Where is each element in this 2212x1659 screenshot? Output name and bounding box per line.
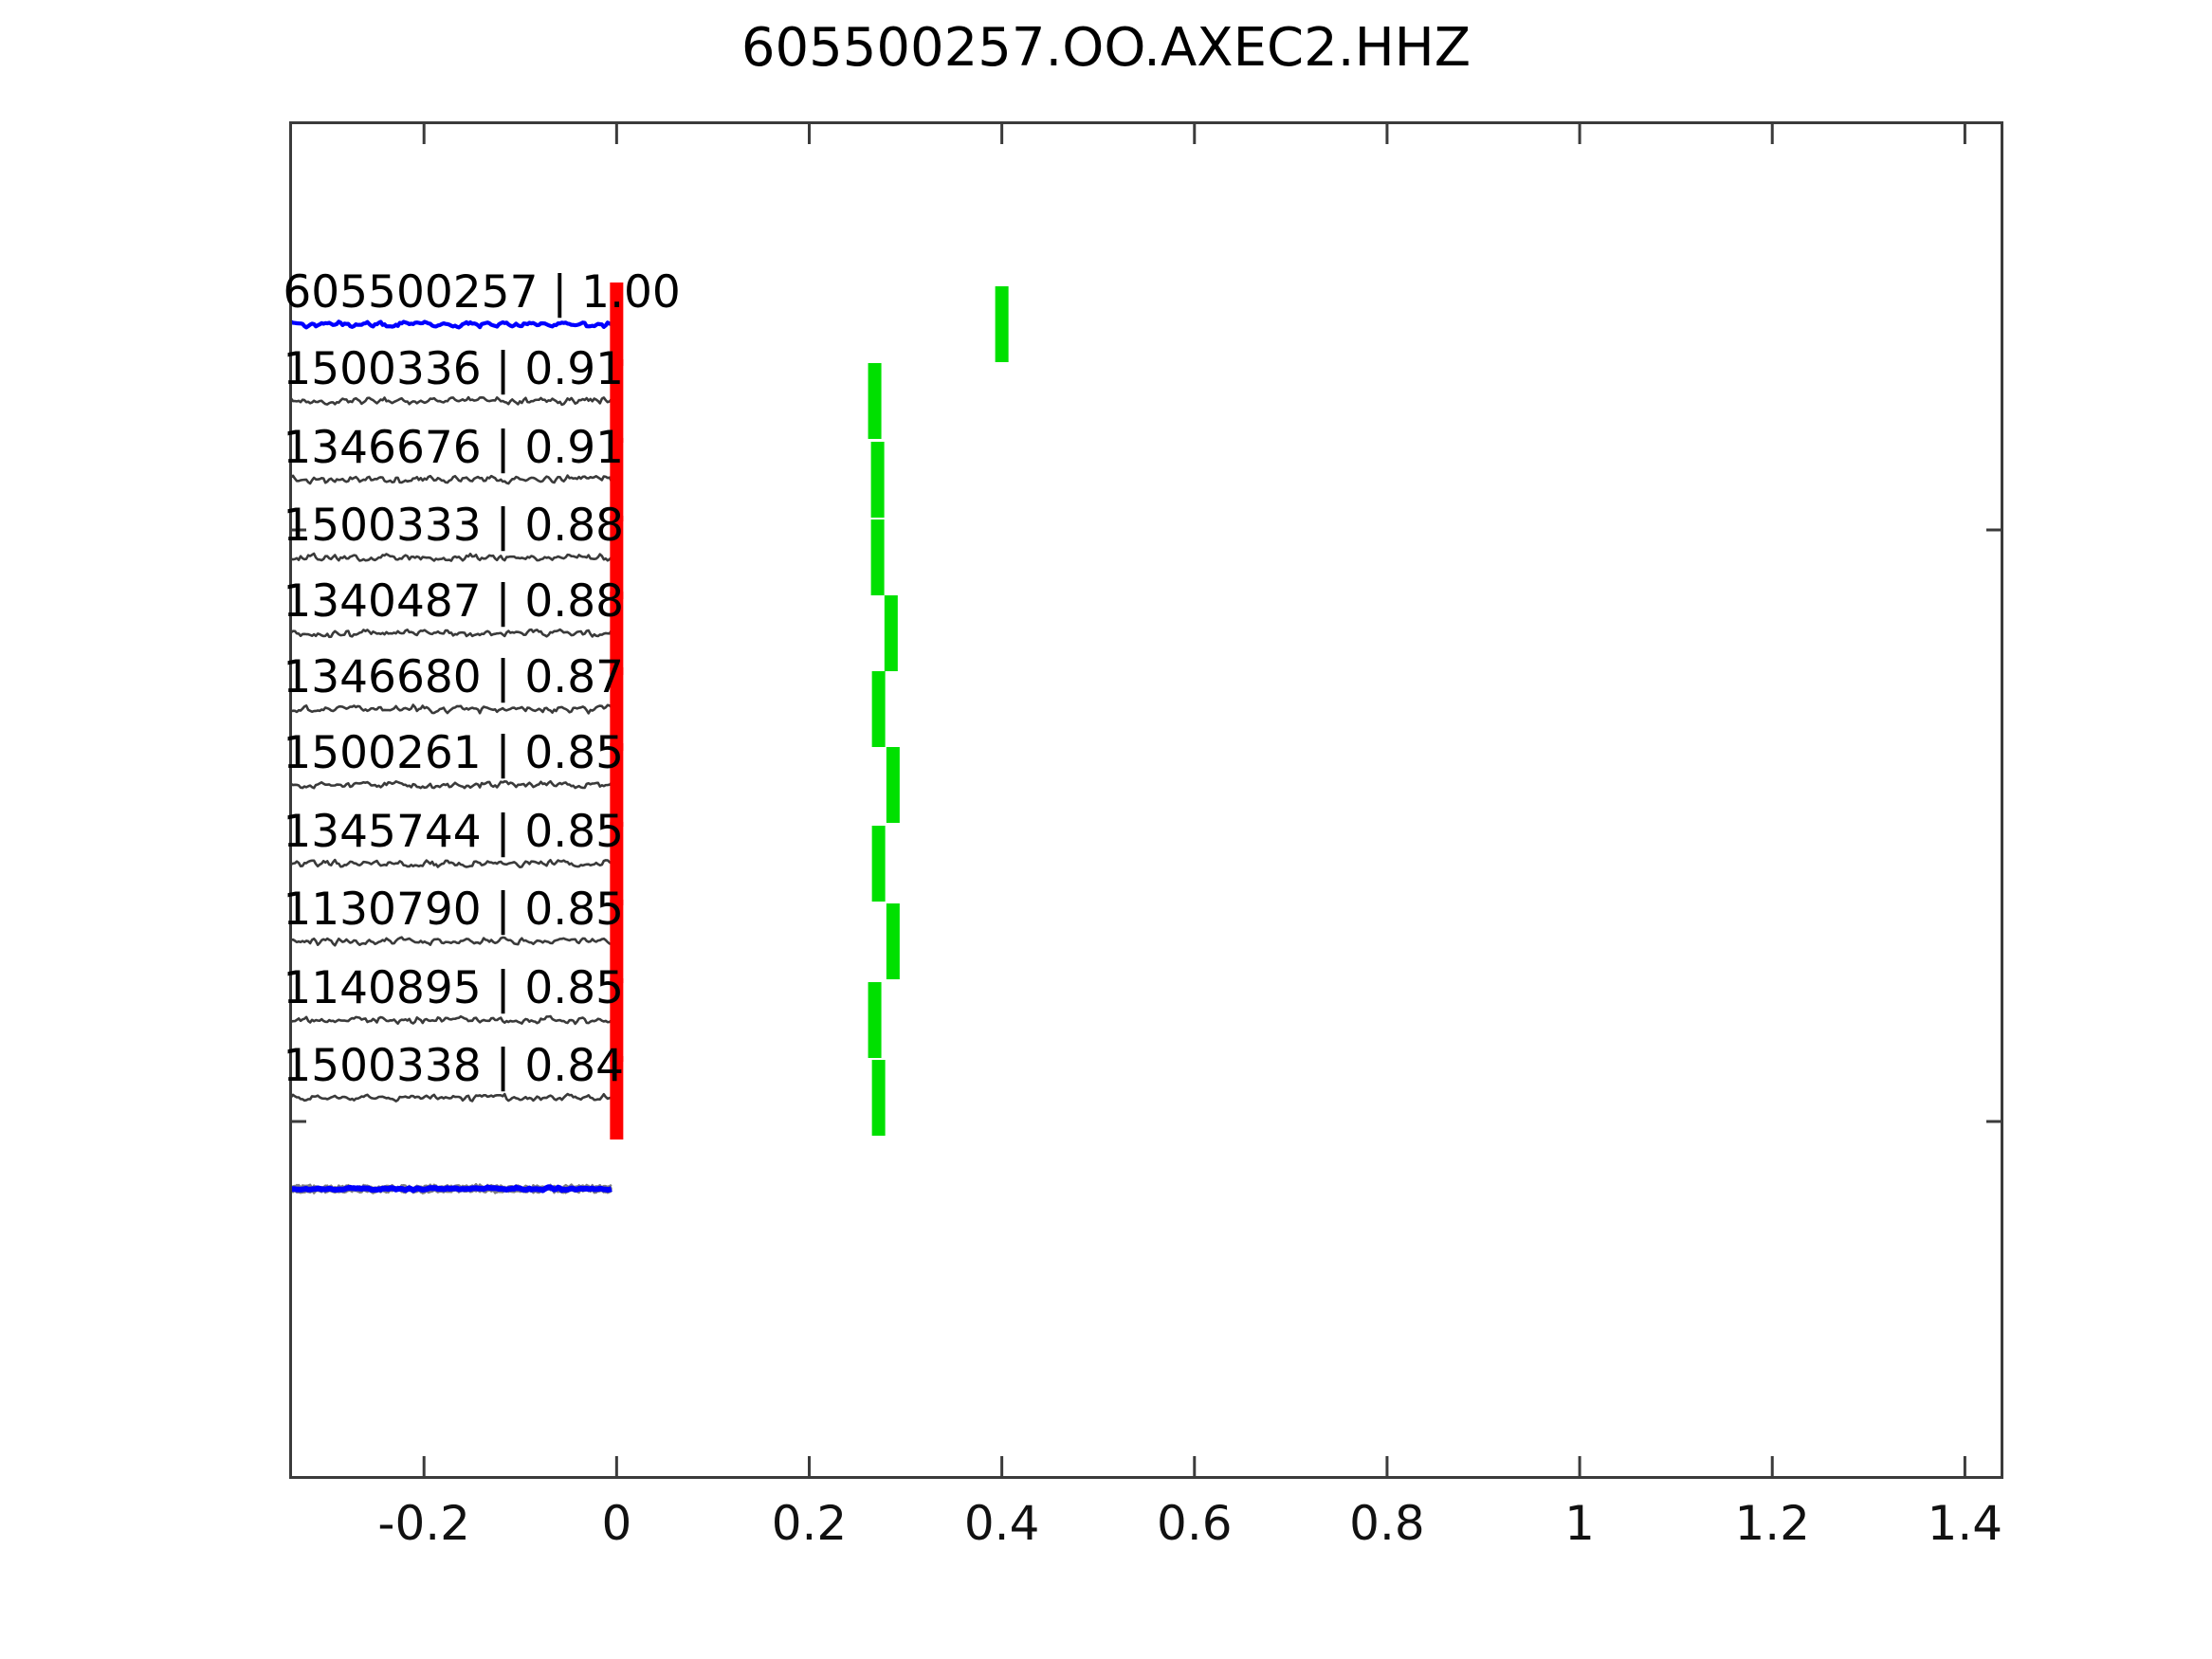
s-pick-marker [871,826,886,902]
s-pick-marker [868,363,882,439]
p-pick-marker [610,667,624,751]
waveform-trace [289,858,612,869]
x-tick-label: 0.8 [1349,1496,1425,1551]
p-pick-marker [610,900,624,983]
s-pick-marker [870,520,885,595]
s-pick-marker [886,903,900,979]
plot-area [289,121,2003,1479]
waveform-trace [289,552,612,562]
p-pick-marker [610,359,624,443]
p-pick-marker [610,438,624,521]
s-pick-marker [871,1060,886,1136]
waveform-trace [289,936,612,947]
x-tick-label: 1 [1564,1496,1595,1551]
trace-label: 1500336 | 0.91 [283,343,625,395]
trace-label: 1346676 | 0.91 [283,422,625,474]
x-tick-label: 0.2 [771,1496,848,1551]
page-title: 605500257.OO.AXEC2.HHZ [740,17,1472,79]
p-pick-marker [610,592,624,675]
trace-label: 605500257 | 1.00 [283,266,681,319]
x-axis-tick-labels: -0.2 0 0.2 0.4 0.6 0.8 1 1.2 1.4 [289,1496,2003,1562]
s-pick-marker [884,595,898,671]
waveform-canvas [289,121,2003,1479]
waveform-trace [289,1014,612,1026]
trace-label: 1345744 | 0.85 [283,806,625,858]
x-tick-label: 1.4 [1927,1496,2003,1551]
x-tick-label: 0 [601,1496,632,1551]
waveform-trace [289,319,612,330]
x-axis-ticks [289,121,2003,1479]
p-pick-marker [610,822,624,905]
trace-label: 1130790 | 0.85 [283,884,625,936]
trace-label: 1340487 | 0.88 [283,575,625,628]
p-pick-marker [610,743,624,827]
waveform-trace [289,779,612,790]
pick-marker-group [610,283,1009,1139]
s-pick-marker [886,747,900,823]
stack-mean-trace [289,1184,612,1194]
x-tick-label: 0.6 [1157,1496,1233,1551]
trace-label: 1500261 | 0.85 [283,727,625,779]
trace-label: 1500333 | 0.88 [283,500,625,552]
stack-panel [289,1182,612,1194]
trace-label: 1500338 | 0.84 [283,1040,625,1092]
p-pick-marker [610,1056,624,1139]
s-pick-marker [871,671,886,747]
waveform-trace [289,628,612,639]
waveform-trace [289,474,613,485]
s-pick-marker [995,286,1009,362]
x-tick-label: 0.4 [963,1496,1040,1551]
s-pick-marker [868,982,882,1058]
s-pick-marker [870,442,885,518]
trace-group [289,319,613,1103]
trace-label: 1140895 | 0.85 [283,962,625,1014]
waveform-trace [289,1092,612,1103]
waveform-trace [289,395,612,407]
x-tick-label: -0.2 [377,1496,470,1551]
p-pick-marker [610,516,624,599]
x-tick-label: 1.2 [1734,1496,1810,1551]
p-pick-marker [610,978,624,1062]
waveform-trace [289,703,612,715]
p-pick-marker [610,283,624,366]
trace-label: 1346680 | 0.87 [283,651,625,703]
